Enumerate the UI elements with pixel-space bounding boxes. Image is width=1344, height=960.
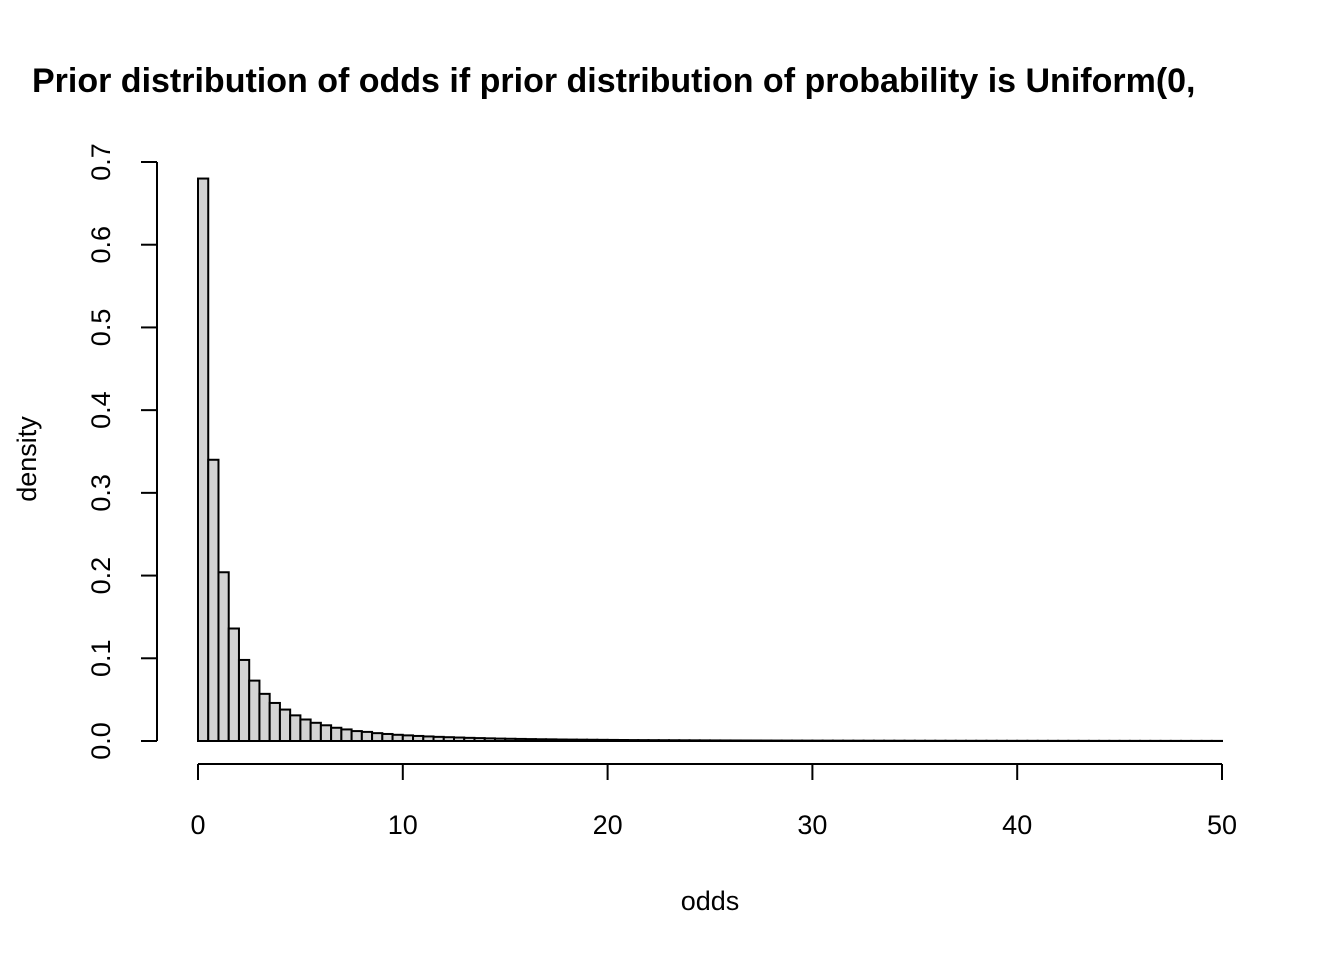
histogram-bar — [575, 738, 589, 743]
histogram-bar — [422, 735, 435, 743]
y-tick-label: 0.1 — [86, 640, 116, 678]
histogram-bar — [268, 701, 281, 742]
histogram-bar — [197, 177, 210, 743]
histogram-bar — [442, 736, 456, 742]
histogram-bar — [473, 737, 486, 742]
x-tick-label: 20 — [593, 810, 623, 840]
histogram-bar — [668, 739, 681, 742]
histogram-bar — [360, 730, 374, 742]
histogram-bar — [463, 736, 476, 743]
histogram-bar — [688, 739, 701, 742]
y-tick-label: 0.0 — [86, 722, 116, 760]
histogram-bar — [606, 738, 619, 743]
histogram-bar — [217, 571, 230, 743]
y-tick-label: 0.7 — [86, 143, 116, 181]
histogram-bar — [555, 738, 568, 743]
histogram-bar — [299, 718, 312, 742]
x-axis-title: odds — [681, 886, 740, 916]
histogram-bar — [207, 458, 220, 742]
y-tick-label: 0.3 — [86, 474, 116, 512]
x-tick-label: 0 — [190, 810, 205, 840]
histogram-bar — [330, 726, 343, 742]
histogram-bar — [586, 738, 599, 742]
histogram-bar — [412, 734, 425, 742]
x-tick-label: 40 — [1002, 810, 1032, 840]
histogram-bar — [248, 679, 261, 743]
histogram-bar — [493, 737, 507, 742]
histogram-bar — [432, 735, 445, 742]
histogram-bar — [534, 738, 548, 743]
histogram-bar — [227, 627, 240, 742]
histogram-bar — [371, 732, 384, 743]
histogram-bar — [309, 721, 322, 742]
histogram-bar — [524, 738, 537, 743]
histogram-bar — [678, 739, 691, 743]
histogram-bar — [596, 738, 609, 742]
histogram-bar — [391, 733, 404, 743]
histogram-bar — [289, 714, 302, 743]
histogram-bar — [627, 739, 640, 743]
histogram-bar — [504, 737, 517, 743]
histogram-bar — [278, 708, 292, 742]
histogram-bar — [657, 739, 671, 743]
histogram-bar — [258, 692, 271, 742]
histogram-bar — [719, 739, 732, 742]
x-tick-label: 30 — [797, 810, 827, 840]
histogram-bar — [237, 658, 251, 742]
histogram-bar — [709, 739, 722, 743]
y-axis-ticks: 0.0 0.1 0.2 0.3 0.4 0.5 0.6 0.7 — [86, 143, 157, 760]
histogram-bar — [647, 739, 660, 742]
histogram-bar — [350, 730, 363, 742]
x-tick-label: 10 — [388, 810, 418, 840]
histogram-bar — [616, 739, 630, 743]
y-tick-label: 0.2 — [86, 557, 116, 595]
histogram-bar — [565, 738, 578, 743]
histogram-bar — [483, 737, 496, 743]
histogram-bars — [197, 177, 1224, 743]
y-tick-label: 0.4 — [86, 391, 116, 429]
histogram-bar — [637, 739, 650, 742]
histogram-bar — [698, 739, 712, 742]
histogram-bar — [739, 739, 752, 742]
y-tick-label: 0.6 — [86, 226, 116, 264]
histogram-bar — [319, 724, 333, 743]
histogram-bar — [729, 739, 742, 743]
y-tick-label: 0.5 — [86, 309, 116, 347]
histogram-bar — [381, 732, 394, 743]
histogram-bar — [545, 738, 558, 742]
x-tick-label: 50 — [1207, 810, 1237, 840]
histogram-bar — [514, 737, 527, 742]
histogram-bar — [340, 728, 353, 742]
histogram-bar — [401, 734, 415, 742]
x-axis-ticks: 0 10 20 30 40 50 — [190, 764, 1237, 840]
chart-title: Prior distribution of odds if prior dist… — [32, 62, 1196, 100]
y-axis-title: density — [12, 416, 42, 502]
histogram-bar — [453, 736, 466, 743]
